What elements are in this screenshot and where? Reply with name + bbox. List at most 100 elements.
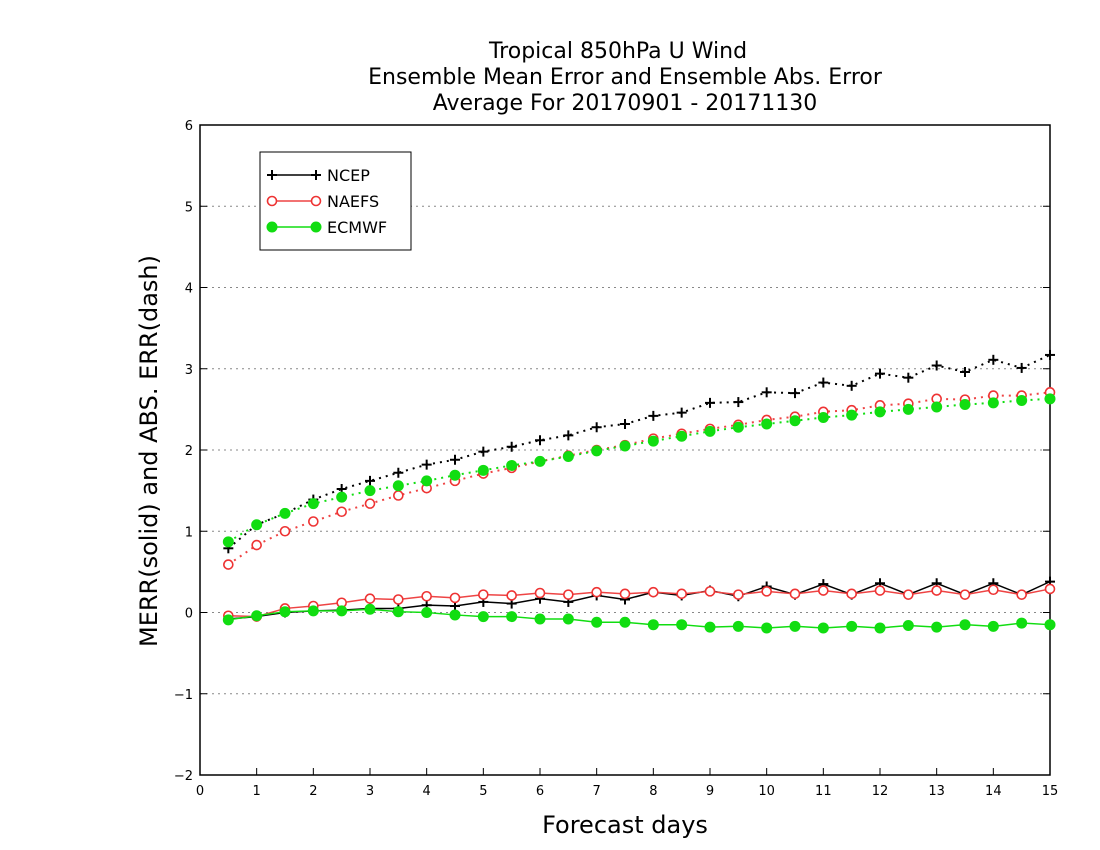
point-ecmwf-abs-err bbox=[817, 412, 829, 423]
x-axis-label: Forecast days bbox=[542, 811, 708, 839]
point-ecmwf-abs-err bbox=[761, 418, 773, 430]
point-naefs-merr bbox=[761, 586, 772, 597]
chart-title-line-3: Average For 20170901 - 20171130 bbox=[433, 91, 818, 116]
point-naefs-merr bbox=[421, 590, 432, 602]
point-naefs-merr bbox=[874, 585, 886, 596]
point-ecmwf-abs-err bbox=[902, 403, 914, 415]
point-ecmwf-merr bbox=[421, 607, 433, 618]
legend-label-ecmwf: ECMWF bbox=[327, 218, 387, 237]
point-naefs-merr bbox=[619, 588, 631, 600]
point-naefs-merr bbox=[704, 586, 716, 597]
point-ecmwf-merr bbox=[251, 610, 263, 622]
point-ncep-abs-err bbox=[648, 410, 659, 421]
point-naefs-abs-err bbox=[364, 498, 376, 509]
point-ecmwf-merr bbox=[987, 620, 999, 632]
x-tick-label: 14 bbox=[985, 784, 1002, 799]
point-ecmwf-merr bbox=[874, 622, 886, 634]
series-layer bbox=[222, 349, 1056, 634]
legend-marker-ecmwf bbox=[310, 221, 322, 233]
line-naefs-abs-err bbox=[227, 391, 1051, 566]
point-ncep-abs-err bbox=[535, 435, 545, 446]
point-ecmwf-merr bbox=[506, 611, 518, 623]
x-tick-label: 7 bbox=[593, 784, 601, 799]
point-naefs-abs-err bbox=[308, 516, 319, 527]
point-ecmwf-merr bbox=[846, 620, 858, 632]
point-ecmwf-abs-err bbox=[421, 475, 433, 487]
point-ecmwf-abs-err bbox=[392, 480, 404, 492]
point-ncep-abs-err bbox=[563, 430, 574, 441]
point-ecmwf-abs-err bbox=[591, 445, 603, 457]
point-ecmwf-merr bbox=[279, 606, 291, 618]
point-naefs-merr bbox=[591, 586, 602, 598]
point-ecmwf-merr bbox=[449, 609, 461, 621]
x-tick-label: 6 bbox=[536, 784, 544, 799]
point-ecmwf-merr bbox=[902, 620, 914, 631]
point-ecmwf-abs-err bbox=[846, 409, 858, 421]
y-tick-label: 5 bbox=[185, 200, 193, 215]
point-ncep-abs-err bbox=[790, 388, 800, 399]
point-ecmwf-merr bbox=[931, 621, 943, 633]
point-ecmwf-abs-err bbox=[647, 435, 659, 447]
x-tick-label: 11 bbox=[815, 784, 832, 799]
point-ecmwf-abs-err bbox=[251, 519, 263, 531]
point-naefs-merr bbox=[931, 585, 942, 596]
point-ncep-abs-err bbox=[393, 467, 404, 478]
legend-marker-ncep bbox=[311, 170, 321, 180]
legend: NCEP NAEFS ECMWF bbox=[259, 151, 412, 251]
point-ecmwf-merr bbox=[364, 603, 376, 615]
point-ncep-abs-err bbox=[960, 367, 970, 377]
point-ncep-abs-err bbox=[591, 422, 602, 433]
x-tick-label: 2 bbox=[309, 784, 317, 799]
point-ecmwf-merr bbox=[1016, 617, 1028, 629]
legend-label-naefs: NAEFS bbox=[327, 192, 379, 211]
x-tick-label: 8 bbox=[649, 784, 657, 799]
legend-label-ncep: NCEP bbox=[327, 166, 370, 185]
x-tick-label: 0 bbox=[196, 784, 204, 799]
point-ecmwf-abs-err bbox=[732, 421, 744, 433]
point-naefs-merr bbox=[563, 589, 574, 600]
x-tick-label: 4 bbox=[423, 784, 431, 799]
legend-marker-ecmwf bbox=[266, 221, 278, 233]
point-naefs-merr bbox=[846, 588, 857, 600]
line-ncep-abs-err bbox=[227, 354, 1051, 550]
point-ecmwf-abs-err bbox=[562, 451, 574, 462]
y-tick-label: 2 bbox=[185, 444, 193, 459]
point-ncep-abs-err bbox=[903, 372, 914, 383]
x-tick-label: 15 bbox=[1042, 784, 1059, 799]
point-ncep-abs-err bbox=[478, 446, 489, 457]
legend-marker-naefs bbox=[310, 195, 322, 207]
point-ncep-abs-err bbox=[705, 397, 715, 408]
chart-title-line-2: Ensemble Mean Error and Ensemble Abs. Er… bbox=[368, 65, 883, 90]
point-naefs-merr bbox=[818, 585, 829, 596]
y-tick-label: 4 bbox=[185, 282, 193, 297]
point-ecmwf-abs-err bbox=[676, 430, 688, 442]
point-ecmwf-merr bbox=[534, 613, 546, 625]
point-ncep-abs-err bbox=[875, 368, 885, 379]
point-ecmwf-abs-err bbox=[789, 415, 801, 427]
point-naefs-merr bbox=[506, 590, 517, 601]
point-ncep-abs-err bbox=[620, 419, 630, 429]
point-ecmwf-merr bbox=[704, 621, 716, 633]
point-ecmwf-merr bbox=[676, 619, 688, 631]
point-ncep-abs-err bbox=[365, 475, 375, 486]
y-tick-label: 1 bbox=[185, 525, 193, 540]
point-naefs-merr bbox=[393, 594, 404, 605]
point-naefs-abs-err bbox=[279, 525, 291, 537]
point-ecmwf-abs-err bbox=[619, 440, 631, 452]
x-tick-label: 13 bbox=[928, 784, 945, 799]
y-axis-label: MERR(solid) and ABS. ERR(dash) bbox=[135, 255, 163, 647]
point-ncep-abs-err bbox=[506, 441, 517, 452]
point-ecmwf-abs-err bbox=[959, 399, 971, 410]
point-ecmwf-merr bbox=[222, 614, 234, 626]
chart-title-line-1: Tropical 850hPa U Wind bbox=[488, 39, 747, 64]
point-ecmwf-abs-err bbox=[874, 406, 886, 418]
point-ecmwf-abs-err bbox=[704, 425, 716, 437]
point-ecmwf-abs-err bbox=[279, 507, 291, 519]
point-ecmwf-merr bbox=[959, 619, 971, 631]
point-naefs-merr bbox=[1044, 583, 1056, 595]
point-naefs-merr bbox=[988, 584, 999, 596]
y-tick-label: −2 bbox=[174, 769, 193, 784]
point-naefs-merr bbox=[959, 589, 971, 600]
